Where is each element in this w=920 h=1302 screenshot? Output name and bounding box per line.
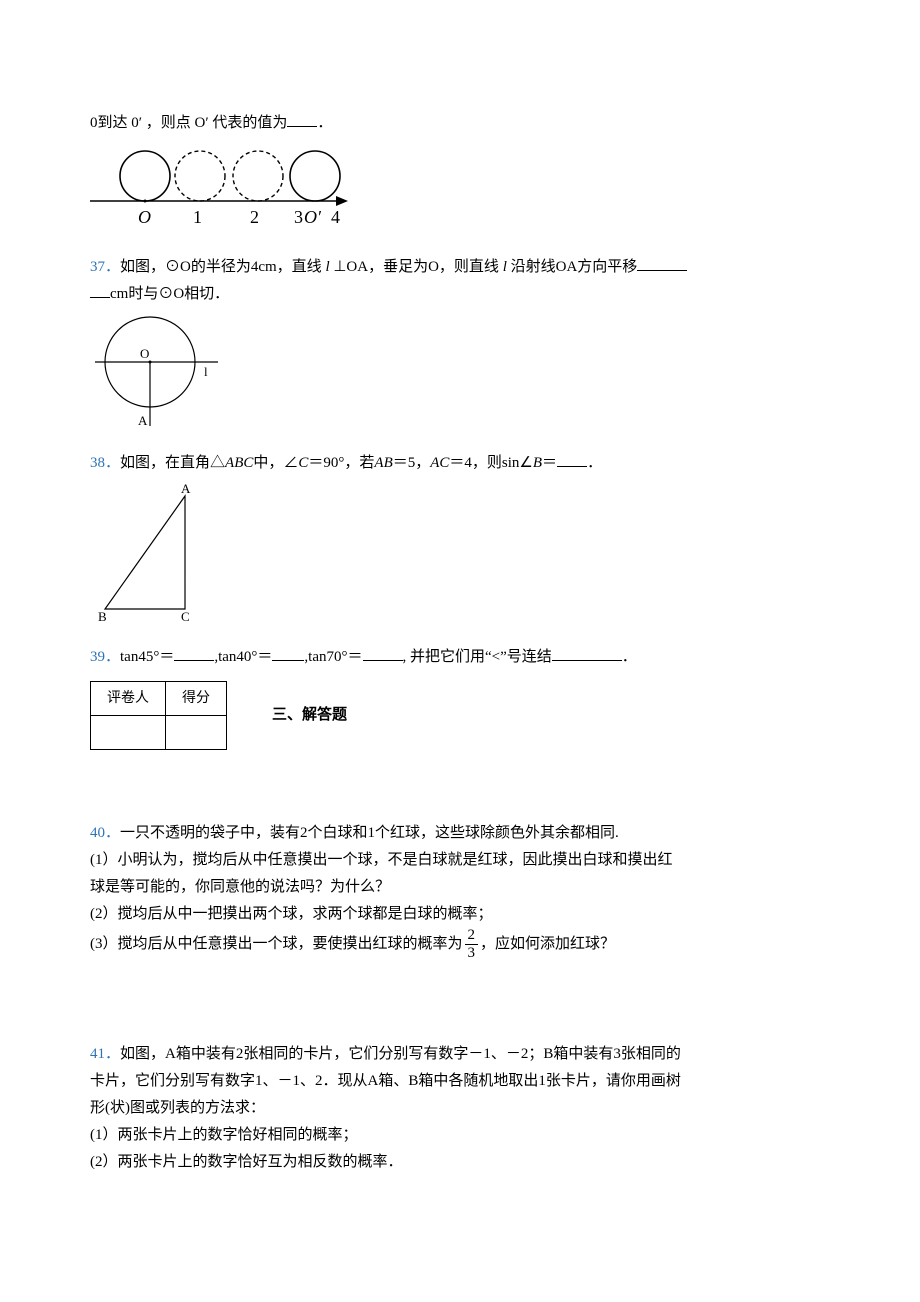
score-table: 评卷人 得分 <box>90 681 227 750</box>
q37-l1: l <box>325 259 329 275</box>
circle-solid-2 <box>290 151 340 201</box>
q37-line2: cm时与⊙O相切． <box>90 281 830 308</box>
q40-3: (3）搅均后从中任意摸出一个球，要使摸出红球的概率为23，应如何添加红球？ <box>90 928 830 961</box>
q37-ta: 如图，⊙O的半径为4cm，直线 <box>120 259 322 275</box>
spacer-1 <box>90 770 830 820</box>
q40-3b: ，应如何添加红球？ <box>480 936 615 952</box>
q38-figure: A B C <box>90 481 830 636</box>
q38-num: 38． <box>90 455 120 471</box>
q38-period: ． <box>587 455 602 471</box>
label-3: 3 <box>294 207 303 227</box>
q41-l2: 卡片，它们分别写有数字1、－1、2．现从A箱、B箱中各随机地取出1张卡片，请你用… <box>90 1068 830 1095</box>
q37-tb: ⊥OA，垂足为O，则直线 <box>333 259 499 275</box>
label-4: 4 <box>331 207 340 227</box>
label-Oprime: O′ <box>304 207 322 227</box>
q37-tc: 沿射线OA方向平移 <box>511 259 638 275</box>
q38-c: C <box>298 455 308 471</box>
q37-blank2 <box>90 282 110 298</box>
label-2: 2 <box>250 207 259 227</box>
q40-1a: (1）小明认为，搅均后从中任意摸出一个球，不是白球就是红球，因此摸出白球和摸出红 <box>90 847 830 874</box>
label-l: l <box>204 364 208 379</box>
q36-text: 0到达 0′ ，则点 O′ 代表的值为 <box>90 115 287 131</box>
q38-ab: AB <box>374 455 392 471</box>
label-A: A <box>181 481 191 496</box>
q37-l2: l <box>503 259 507 275</box>
score-h1: 评卷人 <box>91 682 166 716</box>
q40-stem-t: 一只不透明的袋子中，装有2个白球和1个红球，这些球除颜色外其余都相同. <box>120 825 619 841</box>
q37-svg: O l A <box>90 312 220 432</box>
q39-b1 <box>174 645 214 661</box>
q39-p4: ． <box>622 649 637 665</box>
section3-row: 评卷人 得分 三、解答题 <box>90 681 830 750</box>
q39-b2 <box>272 645 304 661</box>
q36-tail: 0到达 0′ ，则点 O′ 代表的值为 ． <box>90 110 830 137</box>
q37-td: cm时与⊙O相切． <box>110 286 229 302</box>
label-C: C <box>181 609 190 624</box>
q38-blank <box>557 451 587 467</box>
q40-frac-n: 2 <box>465 928 479 945</box>
q38-line: 38．如图，在直角△ABC中，∠C＝90°，若AB＝5，AC＝4，则sin∠B＝… <box>90 450 830 477</box>
q40-stem: 40．一只不透明的袋子中，装有2个白球和1个红球，这些球除颜色外其余都相同. <box>90 820 830 847</box>
q36-period: ． <box>317 115 332 131</box>
q41-p1: (1）两张卡片上的数字恰好相同的概率； <box>90 1122 830 1149</box>
q38-tb: 中，∠ <box>253 455 298 471</box>
q38-td: ＝5， <box>393 455 431 471</box>
q37-num: 37． <box>90 259 120 275</box>
label-O: O <box>140 346 149 361</box>
triangle-ABC <box>105 496 185 609</box>
q39-b4 <box>552 645 622 661</box>
q36-figure: O 1 2 3 O′ 4 <box>90 141 830 246</box>
q40-1b: 球是等可能的，你同意他的说法吗？为什么？ <box>90 874 830 901</box>
q39-b3 <box>363 645 403 661</box>
q39-p1: ,tan40°＝ <box>214 649 272 665</box>
arrow-head <box>336 196 348 206</box>
q41-p2: (2）两张卡片上的数字恰好互为相反数的概率． <box>90 1149 830 1176</box>
q41-l1-t: 如图，A箱中装有2张相同的卡片，它们分别写有数字－1、－2；B箱中装有3张相同的 <box>120 1046 681 1062</box>
q39-p3: , 并把它们用“<”号连结 <box>403 649 552 665</box>
circle-solid-1 <box>120 151 170 201</box>
q38-abc: ABC <box>225 455 253 471</box>
label-1: 1 <box>193 207 202 227</box>
q38-b: B <box>533 455 542 471</box>
circle-dashed-1 <box>175 151 225 201</box>
page-content: 0到达 0′ ，则点 O′ 代表的值为． O 1 2 3 O′ 4 37．如图，… <box>0 0 920 1256</box>
q40-3a: (3）搅均后从中任意摸出一个球，要使摸出红球的概率为 <box>90 936 463 952</box>
q38-ac: AC <box>430 455 449 471</box>
q41-l3: 形(状)图或列表的方法求： <box>90 1095 830 1122</box>
circle-dashed-2 <box>233 151 283 201</box>
section3-title: 三、解答题 <box>272 702 347 729</box>
spacer-2 <box>90 961 830 1041</box>
label-B: B <box>98 609 107 624</box>
q38-tf: ＝ <box>542 455 557 471</box>
q37-line1: 37．如图，⊙O的半径为4cm，直线 l ⊥OA，垂足为O，则直线 l 沿射线O… <box>90 254 830 281</box>
q41-l1: 41．如图，A箱中装有2张相同的卡片，它们分别写有数字－1、－2；B箱中装有3张… <box>90 1041 830 1068</box>
score-h2: 得分 <box>166 682 227 716</box>
score-c1 <box>91 716 166 750</box>
q38-te: ＝4，则sin∠ <box>449 455 532 471</box>
q39-line: 39．tan45°＝ ,tan40°＝ ,tan70°＝ , 并把它们用“<”号连结 ． <box>90 644 830 671</box>
q39-num: 39． <box>90 649 120 665</box>
q39-p2: ,tan70°＝ <box>304 649 362 665</box>
q40-frac: 23 <box>465 928 479 961</box>
q38-ta: 如图，在直角△ <box>120 455 225 471</box>
score-c2 <box>166 716 227 750</box>
tick-O <box>144 200 147 203</box>
q40-num: 40． <box>90 825 120 841</box>
q38-tc: ＝90°，若 <box>308 455 374 471</box>
label-O: O <box>138 207 151 227</box>
q37-figure: O l A <box>90 312 830 442</box>
q41-num: 41． <box>90 1046 120 1062</box>
q36-svg: O 1 2 3 O′ 4 <box>90 141 350 236</box>
q40-frac-d: 3 <box>465 945 479 961</box>
label-A: A <box>138 413 148 428</box>
q40-2: (2）搅均后从中一把摸出两个球，求两个球都是白球的概率； <box>90 901 830 928</box>
q37-blank1 <box>637 255 687 271</box>
q39-p0: tan45°＝ <box>120 649 174 665</box>
q38-svg: A B C <box>90 481 220 626</box>
q36-blank <box>287 111 317 127</box>
